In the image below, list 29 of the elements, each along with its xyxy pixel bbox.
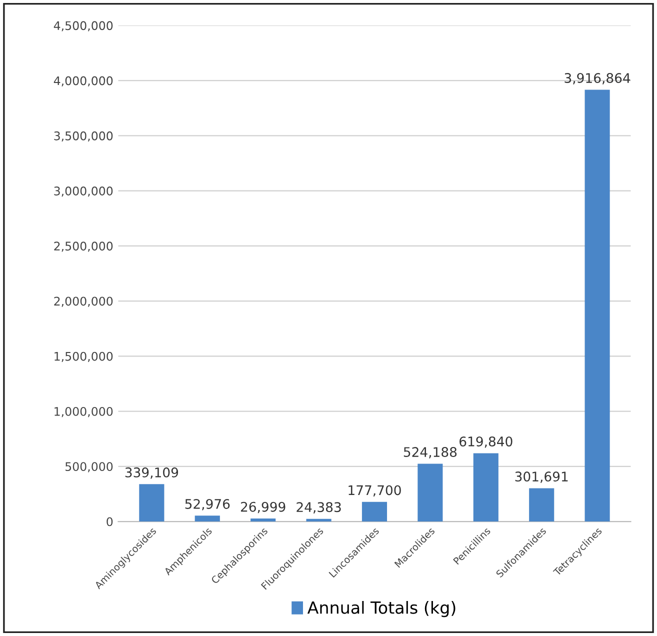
y-tick-label: 0 xyxy=(106,517,113,526)
data-label: 52,976 xyxy=(185,498,230,510)
bar xyxy=(529,488,554,522)
y-tick-label: 2,000,000 xyxy=(54,296,113,307)
data-label: 524,188 xyxy=(404,447,457,458)
bar xyxy=(418,464,443,522)
data-label: 24,383 xyxy=(296,502,341,514)
y-tick-label: 4,500,000 xyxy=(54,21,113,32)
y-tick-label: 1,500,000 xyxy=(54,352,113,362)
legend-label: Annual Totals (kg) xyxy=(307,601,456,618)
data-label: 177,700 xyxy=(348,485,401,497)
y-tick-label: 4,000,000 xyxy=(54,76,113,86)
bar xyxy=(584,90,610,522)
y-tick-label: 3,000,000 xyxy=(54,186,113,197)
bar xyxy=(362,502,388,522)
bar xyxy=(306,518,332,522)
y-tick-label: 1,000,000 xyxy=(54,407,113,418)
bar xyxy=(194,516,220,522)
data-label: 3,916,864 xyxy=(564,73,630,84)
data-label: 301,691 xyxy=(515,472,568,483)
data-label: 619,840 xyxy=(460,436,512,448)
data-label: 339,109 xyxy=(125,467,178,479)
y-tick-label: 2,500,000 xyxy=(54,242,113,252)
data-label: 26,999 xyxy=(240,502,286,514)
bar xyxy=(250,518,276,522)
bar xyxy=(139,484,164,522)
y-tick-label: 3,500,000 xyxy=(54,131,113,142)
bar xyxy=(473,453,498,522)
y-tick-label: 500,000 xyxy=(65,462,113,472)
